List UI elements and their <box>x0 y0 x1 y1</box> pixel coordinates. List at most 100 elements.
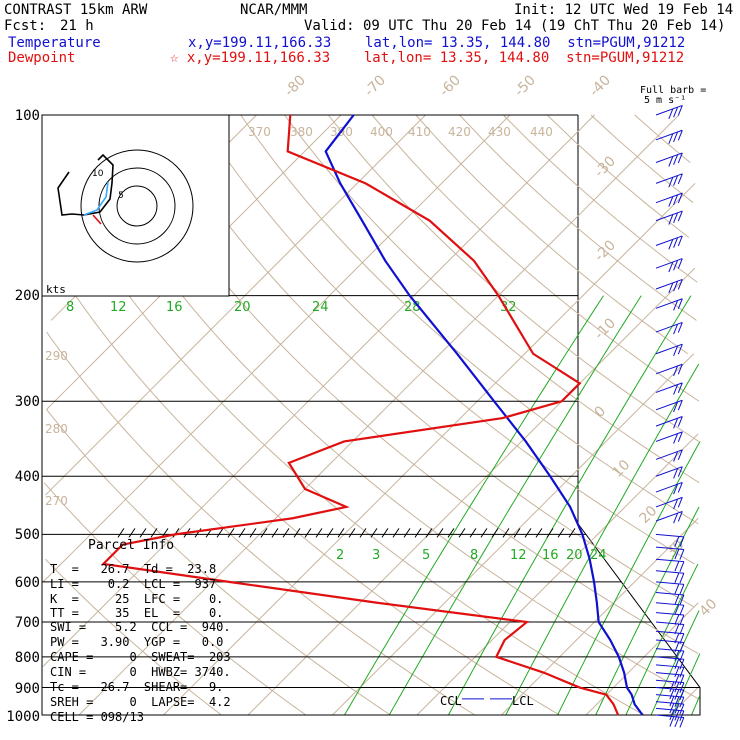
wind-barb <box>655 694 685 708</box>
dry-adiabat-line <box>152 114 694 608</box>
mixing-ratio-label: 16 <box>542 548 559 563</box>
forecast-label: Fcst: <box>4 18 47 34</box>
wind-barb <box>655 466 683 479</box>
dry-adiabat-line <box>46 331 476 716</box>
isotherm-label: -10 <box>592 315 619 342</box>
hodograph-box <box>41 114 230 297</box>
wind-barb <box>655 707 685 722</box>
hodograph-units: kts <box>46 283 66 296</box>
mixing-ratio-line <box>595 506 700 716</box>
sounding-profiles <box>101 114 644 716</box>
wind-barb <box>655 298 683 311</box>
temperature-line <box>324 114 644 716</box>
freezing-hatch <box>238 528 246 538</box>
dry-adiabat-line <box>240 114 699 525</box>
freezing-hatch <box>513 528 521 538</box>
dewpoint-location: ☆ x,y=199.11,166.33 lat,lon= 13.35, 144.… <box>170 50 685 66</box>
mixing-ratio-label: 3 <box>372 548 380 563</box>
freezing-hatch <box>469 528 477 538</box>
organization-label: NCAR/MMM <box>240 2 308 18</box>
freezing-hatch <box>304 528 312 538</box>
wind-barb <box>655 533 685 548</box>
dry-adiabat-label: 280 <box>45 422 68 436</box>
temperature-legend: Temperature <box>8 35 101 51</box>
freezing-hatch <box>414 528 422 538</box>
pressure-label: 100 <box>14 108 40 124</box>
freezing-hatch <box>326 528 334 538</box>
isotherm-line <box>45 114 426 496</box>
pressure-label: 700 <box>14 615 40 631</box>
freezing-hatch <box>150 528 158 538</box>
freezing-hatch <box>315 528 323 538</box>
hodograph: kts 10 5 <box>41 114 230 297</box>
isotherm-label: -50 <box>512 72 539 99</box>
dry-adiabat-line <box>415 114 689 355</box>
isotherm-label: -40 <box>587 72 614 99</box>
isotherm-label: -80 <box>282 72 309 99</box>
wind-barb <box>655 621 685 635</box>
wind-barb <box>655 258 683 273</box>
freezing-hatch <box>117 528 125 538</box>
freezing-hatch <box>568 528 576 538</box>
freezing-hatch <box>403 528 411 538</box>
wind-barb <box>655 714 685 728</box>
isotherm-line <box>585 602 699 716</box>
freezing-hatch <box>546 528 554 538</box>
lcl-label: LCL <box>512 694 534 708</box>
dry-adiabat-label: 430 <box>488 125 511 139</box>
isotherm-line <box>163 183 696 716</box>
temperature-location: x,y=199.11,166.33 lat,lon= 13.35, 144.80… <box>188 35 686 51</box>
isobar-grid <box>42 114 700 716</box>
freezing-hatch <box>227 528 235 538</box>
pressure-label: 400 <box>14 469 40 485</box>
dry-adiabat-line <box>327 114 700 442</box>
wind-barb <box>655 278 683 294</box>
isotherm-line <box>42 114 595 667</box>
wind-barb <box>655 581 685 595</box>
parcel-row: LI = 0.2 LCL = 937 <box>50 577 217 591</box>
hodograph-ring-label: 5 <box>118 191 124 201</box>
dry-adiabat-line <box>459 114 697 321</box>
dry-adiabat-line <box>196 114 695 565</box>
hodograph-ring-label: 10 <box>92 169 104 179</box>
freezing-hatch <box>370 528 378 538</box>
isotherm-label: -60 <box>437 72 464 99</box>
freezing-hatch <box>128 528 136 538</box>
wind-barb <box>655 449 683 462</box>
mixing-ratio-label: 16 <box>166 300 183 315</box>
mixing-ratio-label: 5 <box>422 548 430 563</box>
hodograph-ring <box>116 185 158 227</box>
wind-barb <box>655 481 683 495</box>
pressure-label: 600 <box>14 575 40 591</box>
freezing-hatch <box>194 528 202 538</box>
barb-scale-units: 5 m s⁻¹ <box>644 95 687 106</box>
isotherm-line <box>78 114 680 716</box>
freezing-hatch <box>480 528 488 538</box>
freezing-hatch <box>337 528 345 538</box>
parcel-info-title: Parcel Info <box>88 538 175 553</box>
valid-time: Valid: 09 UTC Thu 20 Feb 14 (19 ChT Thu … <box>304 18 726 34</box>
pressure-label: 800 <box>14 650 40 666</box>
freezing-hatch <box>293 528 301 538</box>
wind-barb-column <box>655 104 685 728</box>
wind-barb <box>655 104 683 120</box>
dewpoint-line <box>101 114 620 716</box>
wind-barb <box>655 363 683 377</box>
parcel-row: SREH = 0 LAPSE= 4.2 <box>50 695 231 709</box>
dry-adiabat-line <box>590 114 694 204</box>
dry-adiabat-line <box>45 558 222 716</box>
dry-adiabat-line <box>46 409 391 716</box>
freezing-hatch <box>392 528 400 538</box>
dewpoint-legend: Dewpoint <box>8 50 76 66</box>
freezing-hatch <box>447 528 455 538</box>
pressure-label: 900 <box>14 681 40 697</box>
wind-barb <box>655 570 685 584</box>
freezing-hatch <box>491 528 499 538</box>
isotherm-label: 40 <box>697 596 721 620</box>
wind-barb <box>655 152 683 167</box>
mixing-ratio-line <box>505 363 700 716</box>
freezing-hatch <box>458 528 466 538</box>
mixing-ratio-label: 8 <box>66 300 74 315</box>
isotherm-line <box>247 267 696 716</box>
wind-barb <box>655 496 683 510</box>
